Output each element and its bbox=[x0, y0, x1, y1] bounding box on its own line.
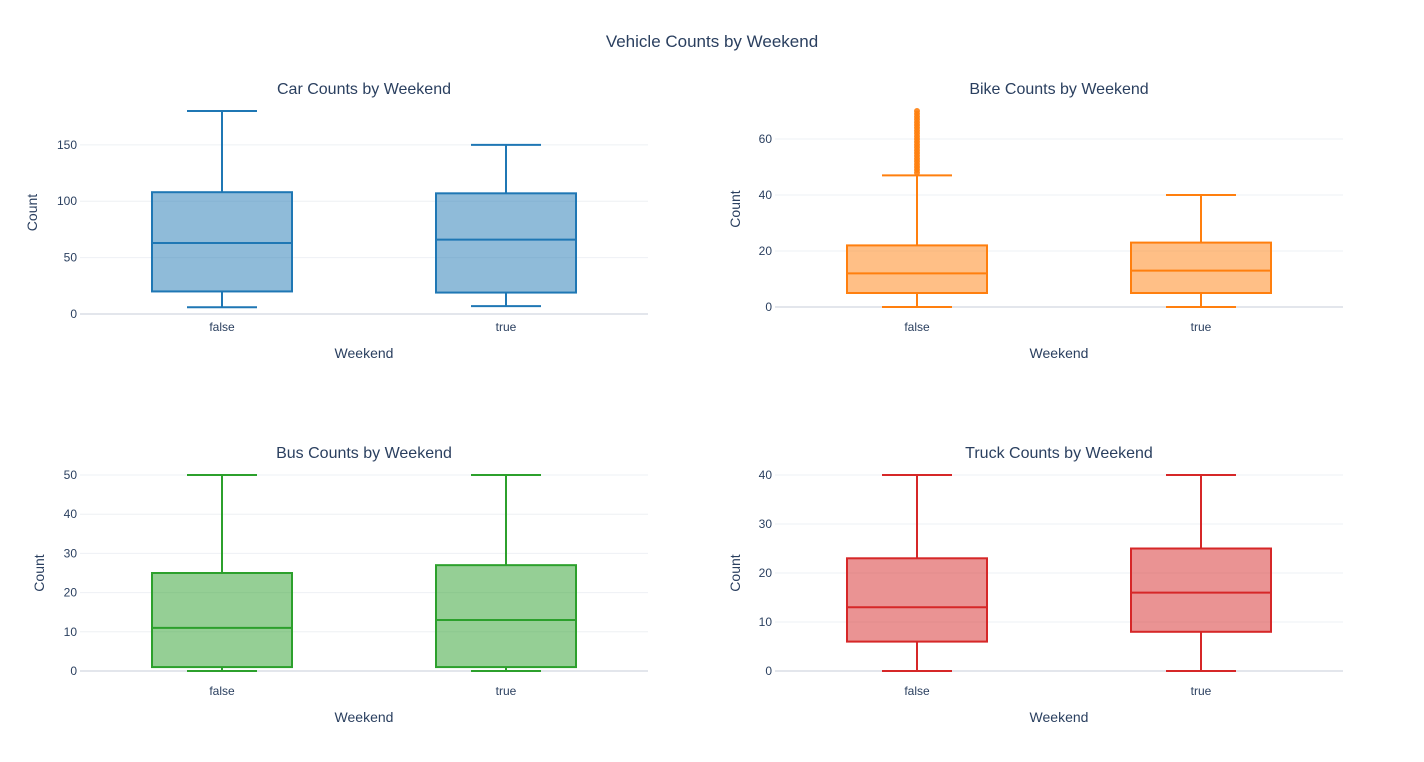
subplot-title: Car Counts by Weekend bbox=[277, 81, 451, 98]
x-tick-label: true bbox=[496, 320, 517, 334]
y-tick-label: 30 bbox=[64, 546, 78, 560]
box-iqr bbox=[151, 572, 293, 669]
subplot-title: Truck Counts by Weekend bbox=[965, 445, 1153, 462]
x-axis-title: Weekend bbox=[1030, 345, 1089, 361]
y-tick-label: 0 bbox=[70, 307, 77, 321]
x-axis-title: Weekend bbox=[335, 345, 394, 361]
y-tick-label: 20 bbox=[759, 244, 773, 258]
y-tick-label: 100 bbox=[57, 194, 77, 208]
y-tick-label: 0 bbox=[765, 664, 772, 678]
y-tick-label: 10 bbox=[759, 615, 773, 629]
outlier-point bbox=[914, 108, 920, 114]
x-axis-title: Weekend bbox=[335, 709, 394, 725]
y-tick-label: 60 bbox=[759, 132, 773, 146]
y-tick-label: 0 bbox=[765, 300, 772, 314]
y-axis-title: Count bbox=[727, 190, 743, 227]
x-tick-label: true bbox=[1191, 320, 1212, 334]
y-axis-title: Count bbox=[24, 194, 40, 231]
x-tick-label: true bbox=[496, 684, 517, 698]
y-tick-label: 150 bbox=[57, 138, 77, 152]
box-iqr bbox=[151, 191, 293, 293]
y-tick-label: 0 bbox=[70, 664, 77, 678]
x-tick-label: false bbox=[209, 684, 235, 698]
y-tick-label: 10 bbox=[64, 625, 78, 639]
box-iqr bbox=[1130, 241, 1272, 295]
subplot-title: Bike Counts by Weekend bbox=[969, 81, 1148, 98]
y-tick-label: 30 bbox=[759, 517, 773, 531]
y-tick-label: 40 bbox=[64, 507, 78, 521]
box-iqr bbox=[435, 192, 577, 294]
box-iqr bbox=[846, 557, 988, 643]
y-tick-label: 40 bbox=[759, 468, 773, 482]
y-tick-label: 50 bbox=[64, 251, 78, 265]
y-tick-label: 20 bbox=[759, 566, 773, 580]
y-tick-label: 50 bbox=[64, 468, 78, 482]
x-tick-label: false bbox=[904, 684, 930, 698]
x-tick-label: false bbox=[209, 320, 235, 334]
y-axis-title: Count bbox=[727, 554, 743, 591]
x-tick-label: true bbox=[1191, 684, 1212, 698]
box-iqr bbox=[435, 564, 577, 669]
y-axis-title: Count bbox=[31, 554, 47, 591]
box-iqr bbox=[1130, 547, 1272, 633]
y-tick-label: 40 bbox=[759, 188, 773, 202]
box-iqr bbox=[846, 244, 988, 294]
subplot-title: Bus Counts by Weekend bbox=[276, 445, 452, 462]
y-tick-label: 20 bbox=[64, 586, 78, 600]
x-axis-title: Weekend bbox=[1030, 709, 1089, 725]
x-tick-label: false bbox=[904, 320, 930, 334]
figure-title: Vehicle Counts by Weekend bbox=[605, 32, 819, 51]
